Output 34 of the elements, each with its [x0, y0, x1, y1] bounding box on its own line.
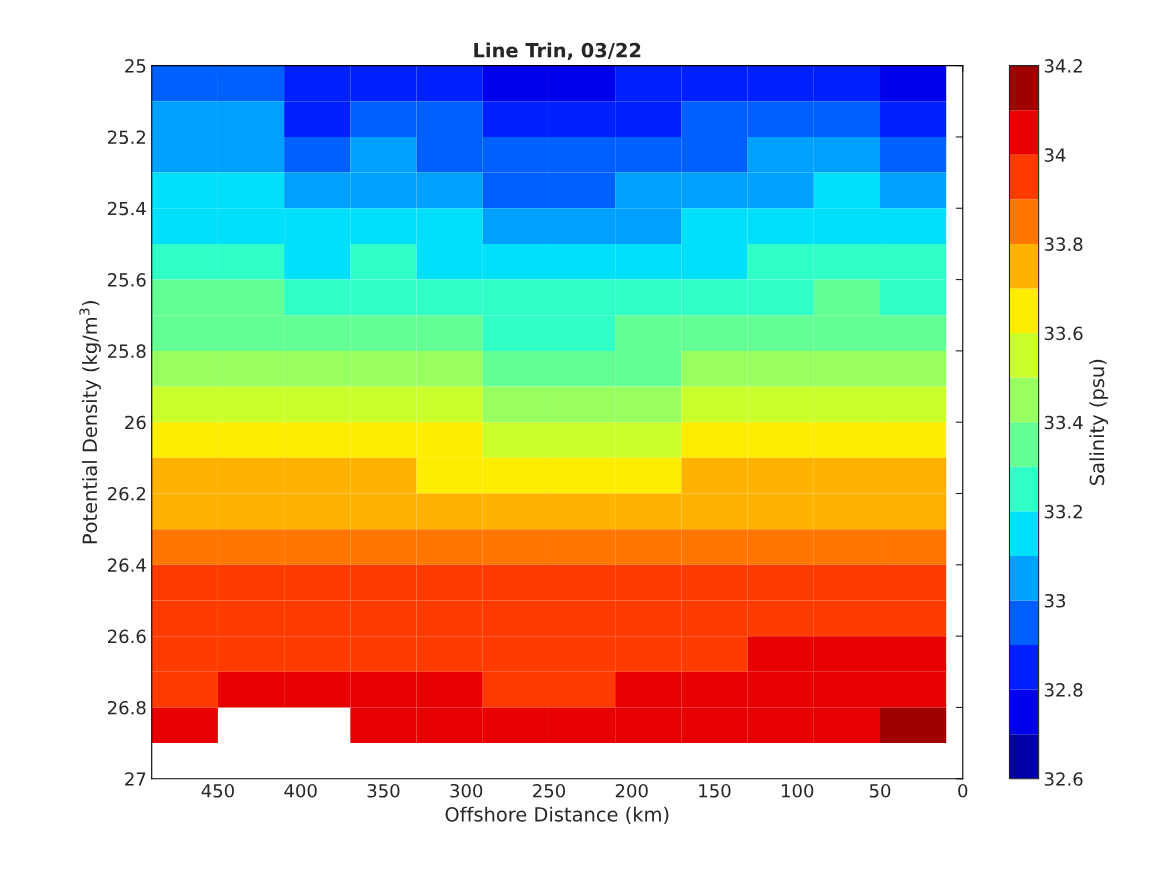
x-tick-label: 300	[450, 783, 483, 798]
y-tick-label: 26.8	[107, 700, 146, 715]
x-tick-label: 0	[958, 783, 968, 798]
y-tick-label: 26	[125, 415, 146, 430]
y-tick-label: 25.2	[107, 130, 146, 145]
y-tick-label: 25.4	[107, 201, 146, 216]
y-tick-label: 25	[125, 59, 146, 73]
x-axis-title: Offshore Distance (km)	[445, 806, 669, 824]
color-bar-label: 33.2	[1044, 504, 1082, 519]
color-bar-label: 34	[1044, 148, 1066, 162]
y-tick-label: 26.2	[107, 486, 146, 501]
color-bar-label: 33	[1044, 593, 1066, 608]
x-tick-label: 450	[201, 783, 234, 798]
color-bar-label: 34.2	[1044, 59, 1082, 73]
color-bar-label: 33.8	[1044, 237, 1083, 252]
y-tick-label: 25.6	[107, 273, 146, 287]
y-axis-title: Potential Density (kg/m$^{3}$)	[79, 301, 101, 544]
y-tick-label: 26.4	[107, 558, 146, 572]
x-tick-label: 350	[367, 783, 400, 798]
y-tick-label: 25.8	[107, 344, 146, 358]
x-tick-label: 100	[782, 783, 814, 798]
color-bar-label: 32.8	[1044, 683, 1083, 697]
color-bar-title: Salinity (psu)	[1089, 359, 1109, 485]
x-tick-label: 400	[284, 783, 317, 798]
x-tick-label: 200	[615, 783, 648, 798]
chart-title: Line Trin, 03/22	[474, 42, 641, 61]
x-tick-label: 250	[533, 783, 565, 798]
color-bar-label: 33.4	[1044, 415, 1083, 430]
y-tick-label: 27	[125, 772, 146, 786]
x-tick-label: 150	[699, 783, 731, 798]
color-bar-label: 32.6	[1044, 772, 1083, 786]
y-tick-label: 26.6	[107, 629, 146, 644]
x-tick-label: 50	[869, 783, 891, 798]
color-bar-label: 33.6	[1044, 326, 1083, 341]
